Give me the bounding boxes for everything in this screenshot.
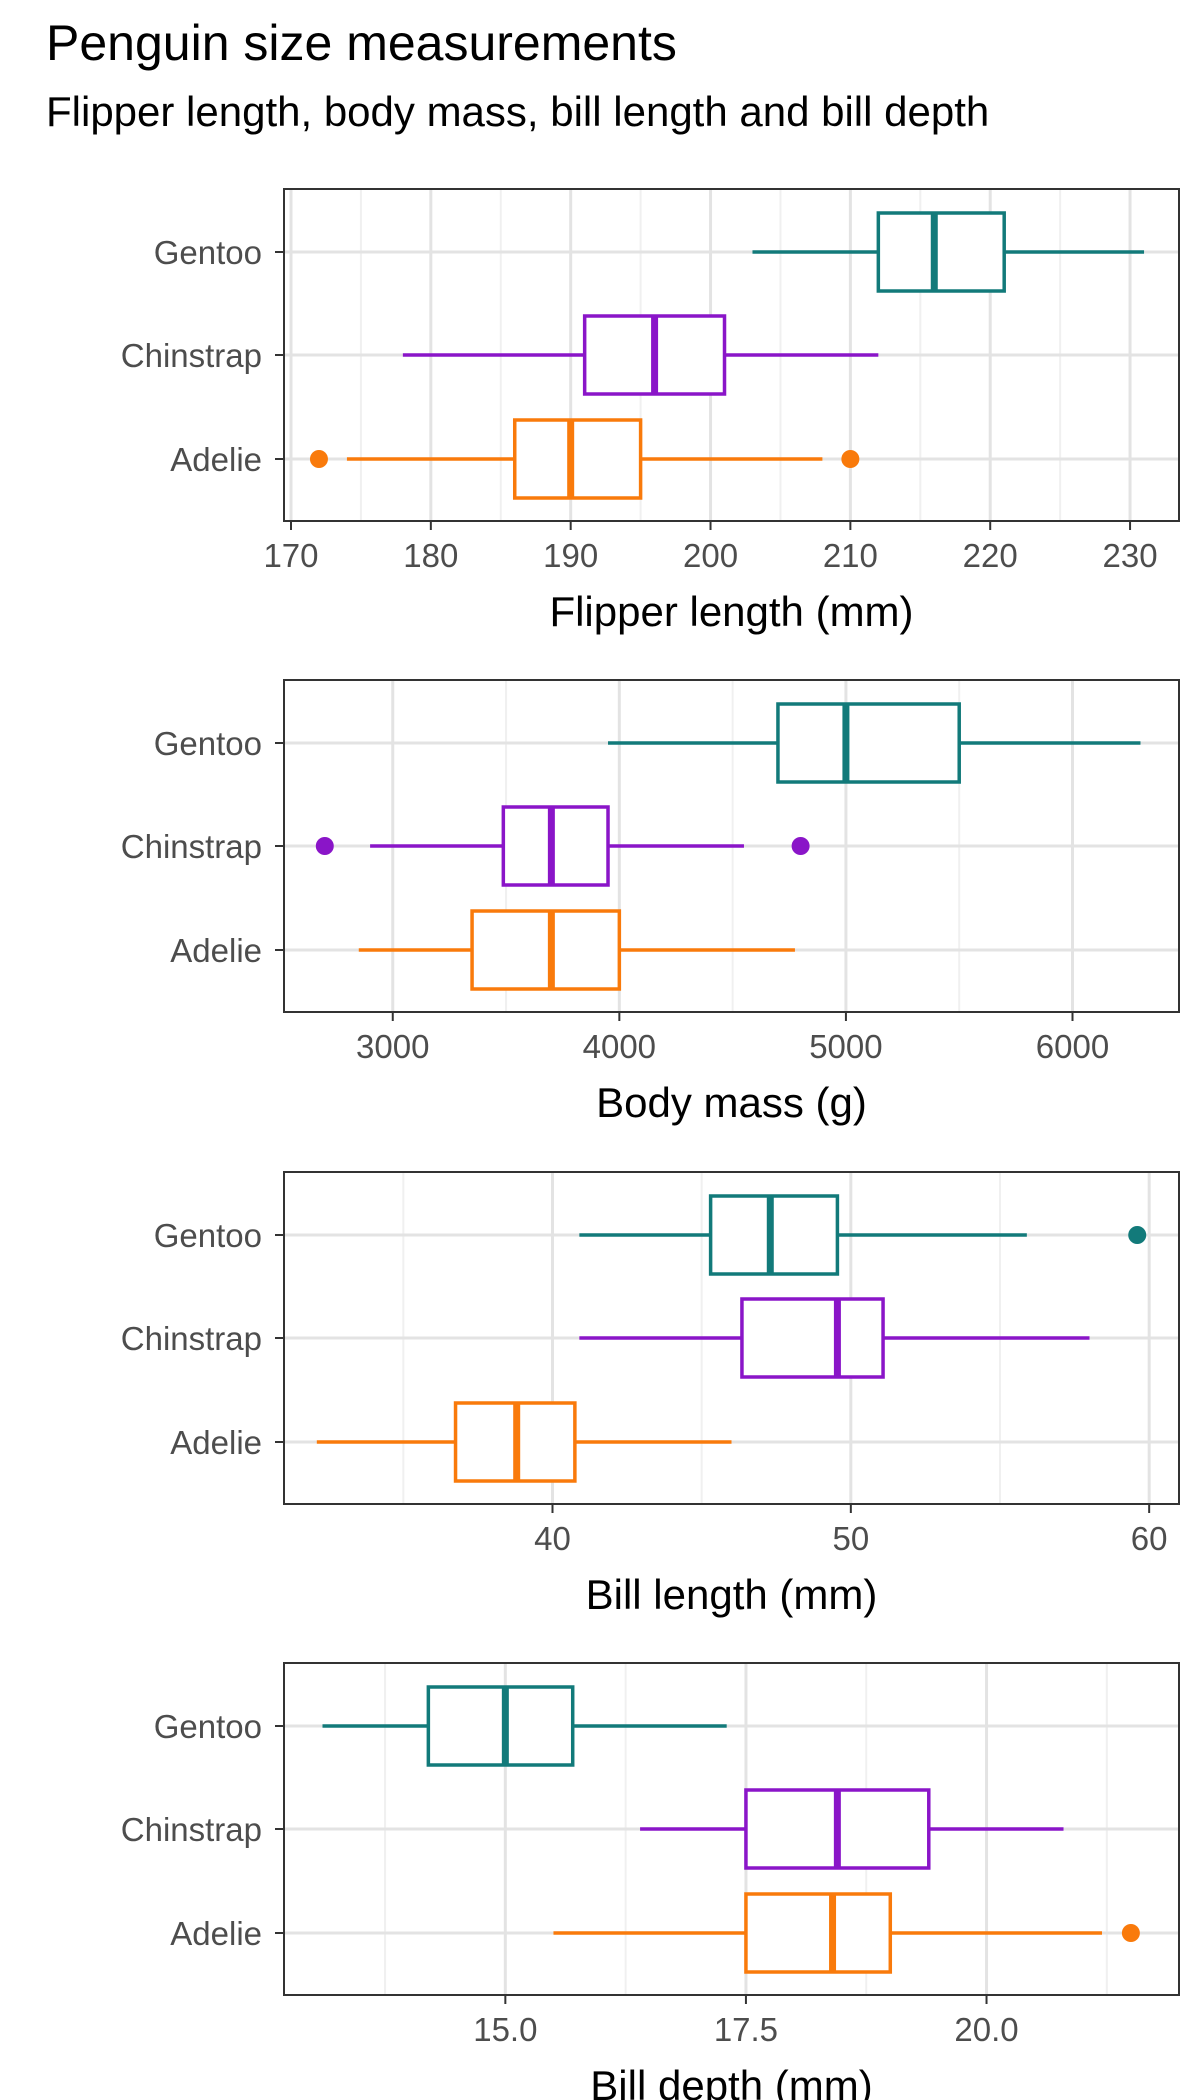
x-axis-title: Bill length (mm) <box>586 1571 878 1618</box>
y-tick-label: Adelie <box>170 1424 262 1461</box>
boxplot-chinstrap <box>640 1788 1064 1870</box>
y-tick-label: Gentoo <box>154 725 262 762</box>
boxplot-chinstrap <box>579 1297 1090 1379</box>
x-axis-title: Flipper length (mm) <box>549 588 913 635</box>
x-tick-label: 4000 <box>583 1028 656 1065</box>
box-iqr <box>708 1194 840 1276</box>
boxplot-chinstrap <box>402 314 879 396</box>
x-tick-label: 190 <box>543 537 598 574</box>
y-tick-label: Chinstrap <box>121 1320 262 1357</box>
x-tick-label: 200 <box>683 537 738 574</box>
x-axis-title: Bill depth (mm) <box>590 2062 872 2100</box>
boxplot-gentoo <box>579 1194 1147 1276</box>
box-iqr <box>470 909 622 991</box>
outlier-point <box>309 450 328 468</box>
y-tick-label: Chinstrap <box>121 828 262 865</box>
y-tick-label: Adelie <box>170 1915 262 1952</box>
boxplot-adelie <box>309 418 860 500</box>
outlier-point <box>791 837 810 855</box>
outlier-point <box>1121 1924 1140 1942</box>
x-tick-label: 40 <box>534 1520 571 1557</box>
boxplot-adelie <box>358 909 795 991</box>
boxplot-adelie <box>316 1401 732 1483</box>
x-tick-label: 170 <box>263 537 318 574</box>
x-tick-label: 5000 <box>809 1028 882 1065</box>
x-tick-label: 210 <box>823 537 878 574</box>
y-tick-label: Gentoo <box>154 1708 262 1745</box>
x-tick-label: 15.0 <box>473 2011 537 2048</box>
x-tick-label: 3000 <box>356 1028 429 1065</box>
chart-panel-2: Gentoo Chinstrap Adelie 3000 4000 5000 6000 Bod… <box>121 679 1180 1126</box>
boxplot-adelie <box>553 1892 1140 1974</box>
y-tick-label: Chinstrap <box>121 337 262 374</box>
page-title: Penguin size measurements <box>46 15 677 71</box>
box-iqr <box>776 702 961 784</box>
box-iqr <box>876 211 1006 293</box>
y-tick-label: Gentoo <box>154 1217 262 1254</box>
x-tick-label: 20.0 <box>954 2011 1018 2048</box>
x-tick-label: 50 <box>832 1520 869 1557</box>
box-iqr <box>744 1892 893 1974</box>
x-axis-title: Body mass (g) <box>596 1079 867 1126</box>
chart-panel-1: Gentoo Chinstrap Adelie 170 180 190 200 210 220 2… <box>121 188 1180 635</box>
boxplot-gentoo <box>608 702 1141 784</box>
y-tick-label: Adelie <box>170 932 262 969</box>
chart-panel-3: Gentoo Chinstrap Adelie 40 50 60 Bill length (… <box>121 1171 1180 1618</box>
box-iqr <box>512 418 643 500</box>
box-iqr <box>740 1297 885 1379</box>
page-subtitle: Flipper length, body mass, bill length a… <box>46 88 990 135</box>
chart-panel-4: Gentoo Chinstrap Adelie 15.0 17.5 20.0 Bill de… <box>121 1662 1180 2100</box>
box-iqr <box>501 805 610 887</box>
y-tick-label: Gentoo <box>154 234 262 271</box>
x-tick-label: 17.5 <box>714 2011 778 2048</box>
outlier-point <box>315 837 334 855</box>
x-tick-label: 6000 <box>1036 1028 1109 1065</box>
y-tick-label: Adelie <box>170 441 262 478</box>
x-tick-label: 230 <box>1103 537 1158 574</box>
outlier-point <box>841 450 860 468</box>
y-tick-label: Chinstrap <box>121 1811 262 1848</box>
boxplot-gentoo <box>752 211 1145 293</box>
x-tick-label: 220 <box>963 537 1018 574</box>
x-tick-label: 180 <box>403 537 458 574</box>
outlier-point <box>1128 1226 1147 1244</box>
boxplot-chinstrap <box>315 805 810 887</box>
boxplot-gentoo <box>322 1685 727 1767</box>
box-iqr <box>426 1685 575 1767</box>
x-tick-label: 60 <box>1131 1520 1168 1557</box>
